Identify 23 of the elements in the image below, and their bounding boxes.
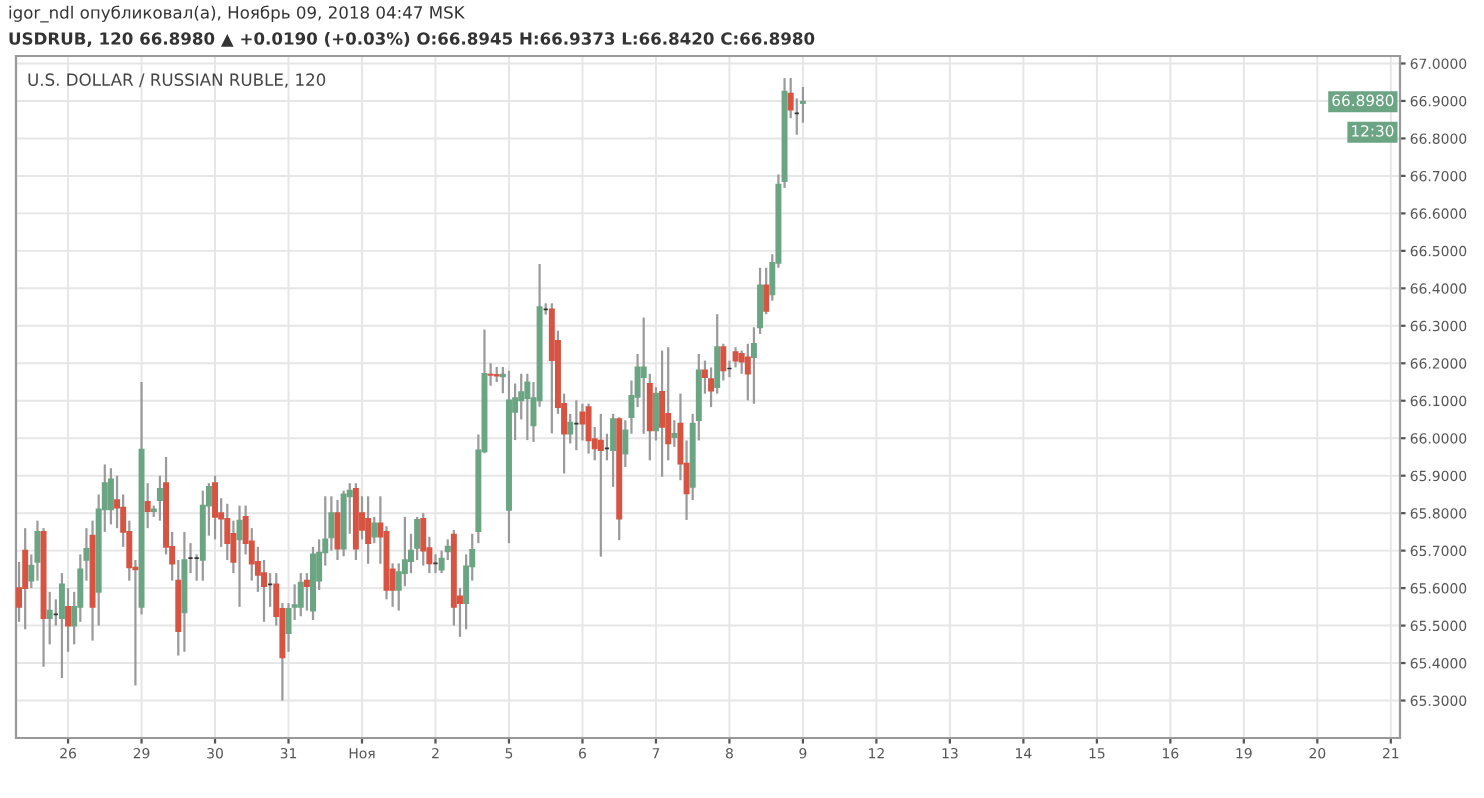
candlestick xyxy=(597,412,604,558)
candlestick xyxy=(46,590,53,646)
candlestick xyxy=(671,419,678,448)
candlestick xyxy=(371,515,378,545)
candlestick xyxy=(365,495,372,565)
text: U.S. DOLLAR / RUSSIAN RUBLE, 120 xyxy=(28,73,326,88)
candlestick xyxy=(732,346,739,369)
candlestick xyxy=(303,572,310,612)
text: USDRUB, 120 66.8980 ▲ +0.0190 (+0.03%) O:66.8945 H:66.9373 L:66.8420 C:66.8980 xyxy=(9,31,815,47)
candlestick xyxy=(22,527,29,631)
candlestick xyxy=(585,402,592,455)
candlestick xyxy=(107,467,114,526)
candlestick xyxy=(58,572,65,680)
candlestick xyxy=(297,572,304,618)
candlestick xyxy=(524,372,531,442)
candlestick xyxy=(659,349,666,478)
candlestick xyxy=(212,474,219,541)
candlestick xyxy=(156,474,163,522)
candlestick xyxy=(720,342,727,382)
candlestick xyxy=(420,512,427,567)
candlestick xyxy=(144,482,151,530)
text: igor_ndl опубликовал(а), Ноябрь 09, 2018 04:47 MSK xyxy=(9,5,465,23)
candlestick xyxy=(610,412,617,489)
